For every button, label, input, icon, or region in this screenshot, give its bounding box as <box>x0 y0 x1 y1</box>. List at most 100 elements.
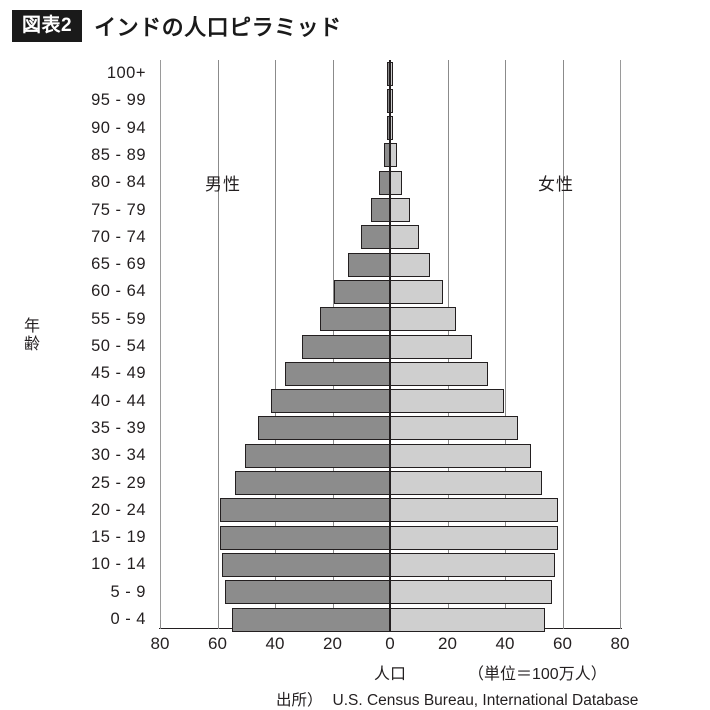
bar-male <box>221 552 390 577</box>
age-group-label: 45 - 49 <box>91 364 146 383</box>
plot-area: 年 齢 男性 女性 人口 （単位＝100万人） 出所） U.S. Census B… <box>0 52 710 710</box>
x-axis-tick-label: 0 <box>385 634 395 653</box>
bar-female <box>390 334 472 359</box>
age-group-label: 80 - 84 <box>91 173 146 192</box>
bar-male <box>387 88 390 113</box>
x-axis-tick-label: 60 <box>208 634 227 653</box>
bar-male <box>231 607 390 632</box>
bar-female <box>390 252 431 277</box>
age-group-label: 75 - 79 <box>91 200 146 219</box>
bar-female <box>390 88 393 113</box>
bar-male <box>234 471 390 495</box>
legend-label-male: 男性 <box>205 175 241 194</box>
bar-female <box>390 525 559 550</box>
pyramid-row: 100+ <box>0 60 710 87</box>
x-axis-tick-label: 80 <box>610 634 630 653</box>
bar-male <box>384 143 390 168</box>
bar-female <box>390 471 543 495</box>
bar-female <box>390 416 518 441</box>
bar-male <box>270 389 390 414</box>
pyramid-row: 5 - 9 <box>0 579 710 606</box>
gridline <box>505 60 506 628</box>
bar-female <box>390 225 419 250</box>
age-group-label: 50 - 54 <box>91 337 146 355</box>
gridline <box>562 60 564 628</box>
pyramid-row: 0 - 4 <box>0 606 710 633</box>
pyramid-row: 75 - 79 <box>0 197 710 224</box>
x-axis-tick-label: 80 <box>150 634 170 653</box>
pyramid-row: 55 - 59 <box>0 306 710 333</box>
bar-female <box>390 361 488 386</box>
pyramid-row: 40 - 44 <box>0 388 710 415</box>
age-group-label: 95 - 99 <box>91 91 146 110</box>
y-axis-title: 年 齢 <box>22 318 42 354</box>
age-group-label: 55 - 59 <box>91 309 146 328</box>
age-group-label: 65 - 69 <box>91 255 146 274</box>
x-axis-tick-label: 20 <box>323 634 342 653</box>
pyramid-row: 10 - 14 <box>0 551 710 578</box>
bar-male <box>285 361 390 386</box>
y-axis-title-char-2: 齢 <box>23 336 40 353</box>
age-group-label: 90 - 94 <box>91 118 146 137</box>
age-group-label: 100+ <box>106 64 146 82</box>
source-text: U.S. Census Bureau, International Databa… <box>332 692 639 709</box>
age-group-label: 20 - 24 <box>91 500 146 519</box>
page-title: インドの人口ピラミッド <box>94 15 342 40</box>
y-axis-title-char-1: 年 <box>23 318 40 335</box>
pyramid-row: 95 - 99 <box>0 87 710 114</box>
bar-female <box>390 580 553 605</box>
bar-female <box>390 443 531 468</box>
gridline <box>160 60 161 628</box>
pyramid-row: 30 - 34 <box>0 442 710 469</box>
legend-label-female: 女性 <box>538 175 574 194</box>
pyramid-row: 80 - 84 <box>0 169 710 196</box>
age-group-label: 85 - 89 <box>91 145 146 164</box>
chart-header: 図表2 インドの人口ピラミッド <box>0 0 710 52</box>
pyramid-row: 90 - 94 <box>0 115 710 142</box>
pyramid-row: 65 - 69 <box>0 251 710 278</box>
bar-female <box>390 61 393 86</box>
gridline <box>217 60 219 628</box>
pyramid-row: 85 - 89 <box>0 142 710 169</box>
age-group-label: 60 - 64 <box>91 282 146 301</box>
x-axis-tick-label: 40 <box>265 634 285 653</box>
gridline <box>275 60 276 628</box>
pyramid-row: 15 - 19 <box>0 524 710 551</box>
age-group-label: 5 - 9 <box>110 582 146 601</box>
bar-male <box>244 443 390 468</box>
bar-female <box>390 498 559 523</box>
bar-male <box>220 498 390 523</box>
x-axis-tick <box>160 620 161 629</box>
bar-male <box>371 198 390 222</box>
bar-male <box>224 580 390 605</box>
source-note: 出所） U.S. Census Bureau, International Dat… <box>276 688 638 710</box>
x-axis-tick-label: 40 <box>495 634 515 653</box>
pyramid-row: 25 - 29 <box>0 470 710 497</box>
age-group-label: 30 - 34 <box>91 446 146 465</box>
bar-male <box>361 225 390 250</box>
bar-male <box>378 170 390 195</box>
bar-male <box>257 416 390 441</box>
bar-female <box>390 279 444 304</box>
bar-male <box>220 525 390 550</box>
bar-female <box>390 198 410 222</box>
pyramid-row: 50 - 54 <box>0 333 710 360</box>
bar-female <box>390 116 393 141</box>
bar-female <box>390 607 546 632</box>
pyramid-row: 60 - 64 <box>0 278 710 305</box>
population-pyramid-chart: 年 齢 男性 女性 人口 （単位＝100万人） 出所） U.S. Census B… <box>0 52 710 710</box>
age-group-label: 10 - 14 <box>91 555 146 574</box>
age-group-label: 15 - 19 <box>91 528 146 547</box>
figure-badge: 図表2 <box>12 10 83 42</box>
pyramid-row: 45 - 49 <box>0 360 710 387</box>
x-axis-tick-label: 20 <box>438 634 457 653</box>
x-axis-tick-label: 60 <box>553 634 572 653</box>
bar-male <box>348 252 390 277</box>
x-axis-tick <box>562 620 564 629</box>
bar-female <box>390 389 504 414</box>
bar-male <box>319 307 390 332</box>
bar-male <box>302 334 390 359</box>
x-axis-tick <box>217 620 219 629</box>
x-axis-tick <box>620 620 621 629</box>
bar-female <box>390 307 457 332</box>
